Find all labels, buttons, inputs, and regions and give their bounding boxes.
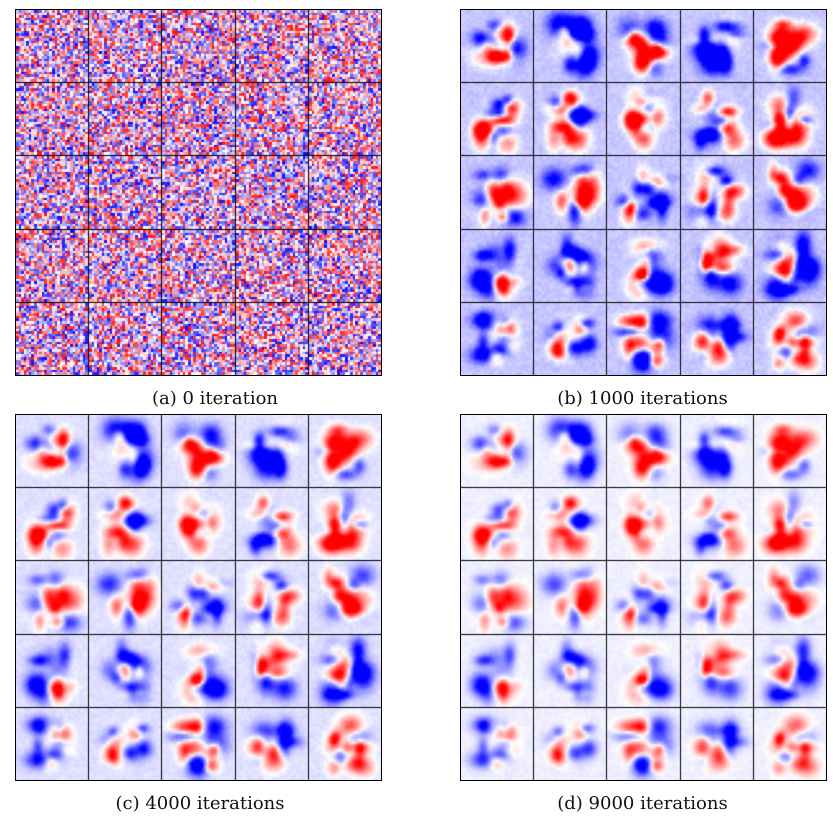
filter-canvas-c [16, 415, 381, 780]
caption-d: (d) 9000 iterations [557, 793, 728, 814]
caption-b: (b) 1000 iterations [557, 388, 728, 409]
caption-c: (c) 4000 iterations [115, 793, 285, 814]
filter-canvas-d [461, 415, 826, 780]
filter-canvas-b [461, 10, 826, 375]
filter-grid-d [460, 414, 827, 781]
caption-a: (a) 0 iteration [151, 388, 279, 409]
filter-grid-b [460, 9, 827, 376]
filter-canvas-a [16, 10, 381, 375]
filter-grid-c [15, 414, 382, 781]
filter-grid-a [15, 9, 382, 376]
